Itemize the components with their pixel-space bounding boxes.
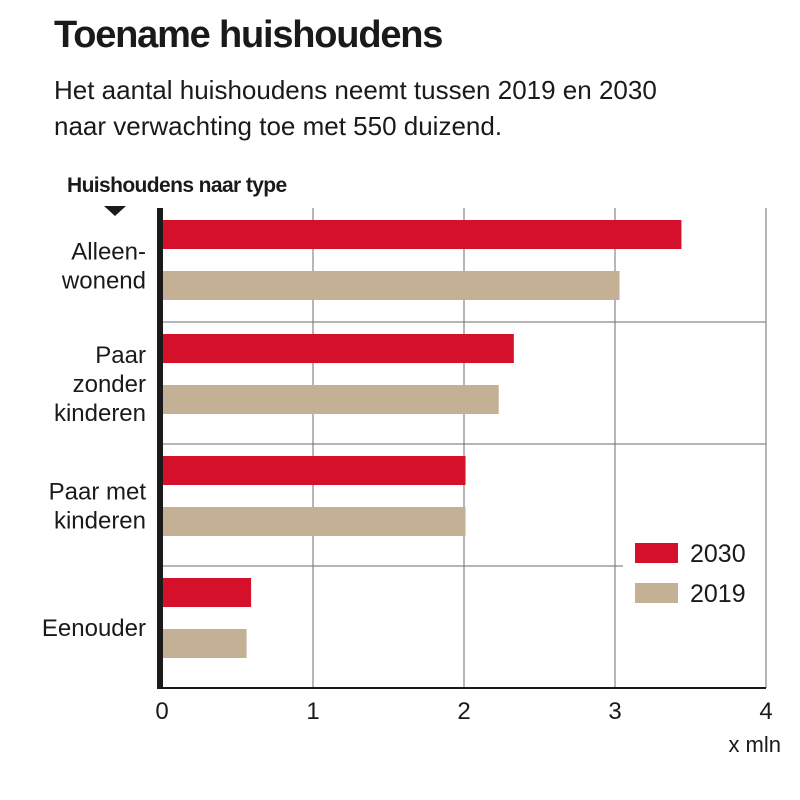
bar-2019 [162,385,499,414]
bar-2019 [162,507,466,536]
bar-2030 [162,456,466,485]
bar-2019 [162,629,247,658]
x-axis-label: x mln [728,732,781,757]
bar-2030 [162,578,252,607]
category-label: Eenouder [42,615,146,642]
x-tick-label: 3 [608,698,621,725]
subtitle-line-2: naar verwachting toe met 550 duizend. [54,111,503,141]
down-arrow-icon [104,206,126,216]
bar-2019 [162,271,620,300]
chart-subtitle: Het aantal huishoudens neemt tussen 2019… [54,72,774,144]
category-label: wonend [61,268,146,295]
subtitle-line-1: Het aantal huishoudens neemt tussen 2019… [54,75,657,105]
category-label: kinderen [54,508,146,535]
category-label: Paar met [49,479,147,506]
x-tick-label: 4 [759,698,772,725]
chart-title: Toename huishoudens [54,14,443,56]
x-tick-label: 1 [306,698,319,725]
legend-swatch-2019 [635,583,678,603]
y-axis-line [157,208,163,689]
section-label: Huishoudens naar type [67,174,287,197]
category-label: kinderen [54,400,146,427]
bar-2030 [162,220,682,249]
x-tick-label: 0 [155,698,168,725]
category-label: Alleen- [71,239,146,266]
legend-label: 2019 [690,580,746,608]
bar-2030 [162,334,514,363]
legend-label: 2030 [690,540,746,568]
legend-swatch-2030 [635,543,678,563]
category-label: zonder [73,371,146,398]
category-label: Paar [95,342,146,369]
x-tick-label: 2 [457,698,470,725]
